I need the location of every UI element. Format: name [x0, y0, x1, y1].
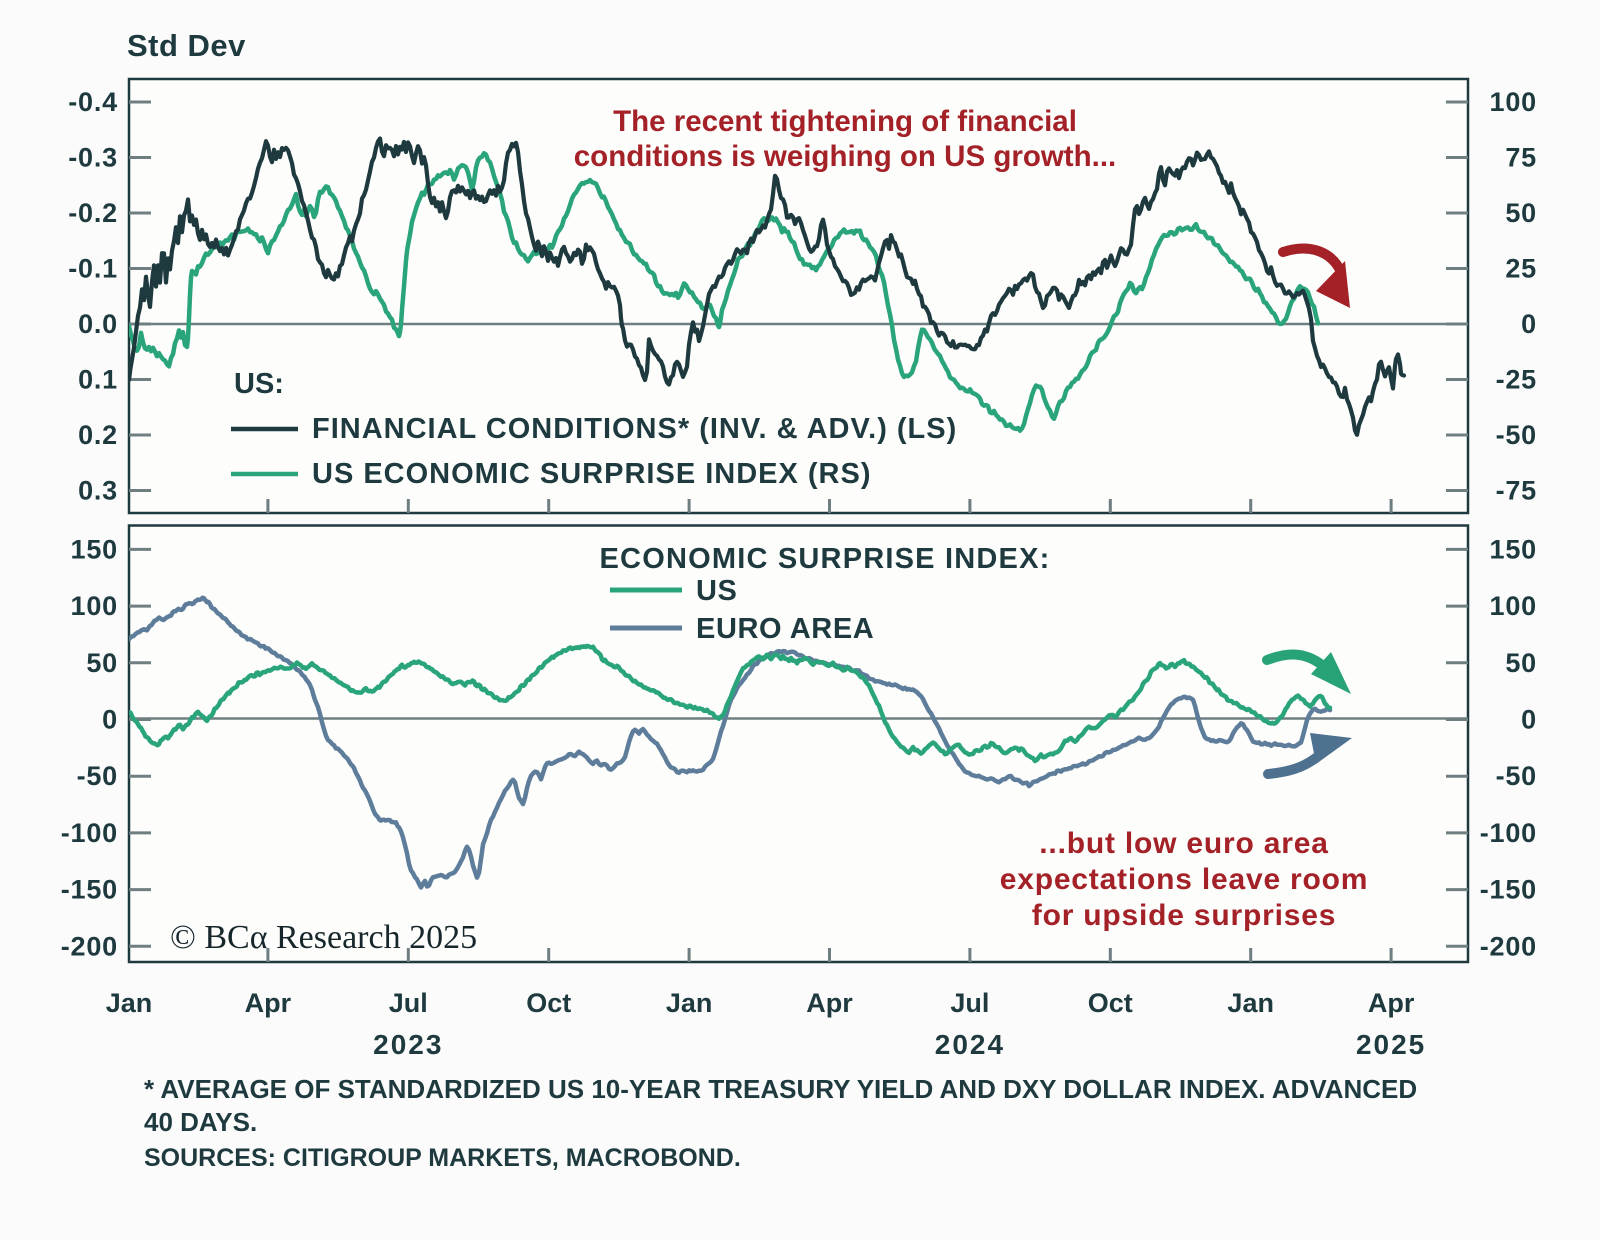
svg-text:Jan: Jan: [666, 988, 713, 1018]
svg-text:-50: -50: [77, 761, 118, 791]
svg-text:FINANCIAL CONDITIONS* (INV. &: FINANCIAL CONDITIONS* (INV. & ADV.) (LS): [312, 413, 957, 445]
svg-text:for upside surprises: for upside surprises: [1032, 899, 1336, 932]
svg-text:100: 100: [1490, 87, 1537, 117]
svg-text:Apr: Apr: [245, 988, 292, 1018]
svg-text:-150: -150: [1480, 875, 1537, 905]
svg-text:0.0: 0.0: [78, 309, 118, 339]
svg-text:2023: 2023: [373, 1029, 443, 1060]
svg-text:Oct: Oct: [526, 988, 571, 1018]
svg-text:US ECONOMIC SURPRISE INDEX (RS: US ECONOMIC SURPRISE INDEX (RS): [312, 458, 872, 490]
svg-text:-100: -100: [1480, 818, 1537, 848]
svg-text:US:: US:: [234, 368, 284, 400]
svg-text:0: 0: [1521, 705, 1537, 735]
svg-text:Jul: Jul: [389, 988, 428, 1018]
svg-text:2025: 2025: [1356, 1029, 1426, 1060]
svg-text:ECONOMIC SURPRISE INDEX:: ECONOMIC SURPRISE INDEX:: [600, 543, 1051, 575]
svg-text:0.1: 0.1: [78, 365, 118, 395]
svg-text:SOURCES: CITIGROUP MARKETS, MA: SOURCES: CITIGROUP MARKETS, MACROBOND.: [144, 1144, 741, 1172]
svg-text:0: 0: [102, 705, 118, 735]
svg-text:50: 50: [86, 648, 118, 678]
svg-text:-0.4: -0.4: [68, 87, 118, 117]
svg-text:-0.2: -0.2: [68, 198, 118, 228]
svg-text:100: 100: [71, 591, 118, 621]
svg-text:75: 75: [1505, 143, 1537, 173]
svg-text:100: 100: [1490, 591, 1537, 621]
svg-text:0: 0: [1521, 309, 1537, 339]
svg-text:US: US: [696, 575, 738, 607]
svg-text:Apr: Apr: [806, 988, 853, 1018]
svg-text:© BCα Research 2025: © BCα Research 2025: [170, 919, 477, 956]
svg-text:EURO AREA: EURO AREA: [696, 613, 874, 645]
svg-text:Jan: Jan: [1227, 988, 1274, 1018]
svg-text:150: 150: [1490, 534, 1537, 564]
svg-text:Apr: Apr: [1368, 988, 1415, 1018]
svg-text:50: 50: [1505, 198, 1537, 228]
svg-text:...but low euro area: ...but low euro area: [1039, 827, 1328, 860]
svg-text:-25: -25: [1496, 365, 1537, 395]
svg-text:-200: -200: [1480, 931, 1537, 961]
svg-text:-200: -200: [61, 931, 118, 961]
svg-text:Jul: Jul: [950, 988, 989, 1018]
svg-text:-50: -50: [1496, 761, 1537, 791]
svg-text:-0.3: -0.3: [68, 143, 118, 173]
svg-text:-50: -50: [1496, 420, 1537, 450]
svg-text:conditions is weighing on US g: conditions is weighing on US growth...: [574, 140, 1116, 173]
svg-text:0.3: 0.3: [78, 476, 118, 506]
svg-text:-100: -100: [61, 818, 118, 848]
svg-text:expectations leave room: expectations leave room: [1000, 863, 1369, 896]
svg-text:The recent tightening of finan: The recent tightening of financial: [613, 105, 1077, 138]
svg-text:0.2: 0.2: [78, 420, 118, 450]
svg-text:50: 50: [1505, 648, 1537, 678]
svg-text:150: 150: [71, 534, 118, 564]
svg-text:-75: -75: [1496, 476, 1537, 506]
svg-text:40 DAYS.: 40 DAYS.: [144, 1107, 257, 1137]
svg-text:-150: -150: [61, 875, 118, 905]
svg-text:* AVERAGE OF STANDARDIZED US 1: * AVERAGE OF STANDARDIZED US 10-YEAR TRE…: [144, 1074, 1417, 1104]
svg-text:Oct: Oct: [1088, 988, 1133, 1018]
svg-text:-0.1: -0.1: [68, 254, 118, 284]
svg-text:Jan: Jan: [106, 988, 153, 1018]
svg-text:25: 25: [1505, 254, 1537, 284]
svg-text:2024: 2024: [935, 1029, 1005, 1060]
svg-text:Std Dev: Std Dev: [127, 28, 246, 63]
